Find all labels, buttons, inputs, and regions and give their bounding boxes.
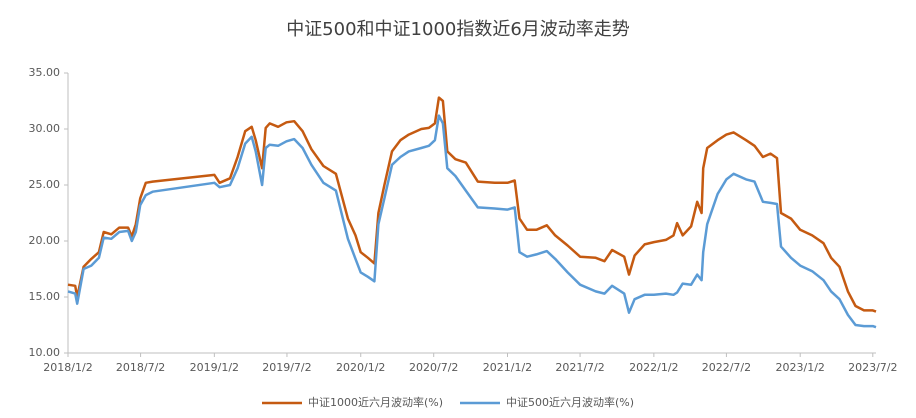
x-tick-label: 2018/1/2 [43, 361, 92, 374]
x-tick-label: 2020/1/2 [336, 361, 385, 374]
x-tick-label: 2020/7/2 [409, 361, 458, 374]
x-tick-label: 2022/7/2 [702, 361, 751, 374]
y-tick-label: 30.00 [29, 122, 61, 135]
y-tick-label: 10.00 [29, 346, 61, 359]
series-line [67, 96, 877, 313]
x-tick-label: 2023/7/2 [848, 361, 897, 374]
legend-label: 中证500近六月波动率(%) [506, 395, 634, 409]
series-line [67, 114, 877, 329]
x-tick-label: 2021/1/2 [483, 361, 532, 374]
x-tick-label: 2021/7/2 [555, 361, 604, 374]
x-tick-label: 2022/1/2 [629, 361, 678, 374]
y-tick-label: 15.00 [29, 290, 61, 303]
x-tick-label: 2019/1/2 [190, 361, 239, 374]
y-tick-label: 20.00 [29, 234, 61, 247]
x-tick-label: 2023/1/2 [776, 361, 825, 374]
chart-title: 中证500和中证1000指数近6月波动率走势 [286, 19, 630, 40]
legend-label: 中证1000近六月波动率(%) [308, 395, 443, 409]
x-tick-label: 2019/7/2 [262, 361, 311, 374]
x-tick-label: 2018/7/2 [116, 361, 165, 374]
y-tick-label: 35.00 [29, 66, 61, 79]
y-tick-label: 25.00 [29, 178, 61, 191]
